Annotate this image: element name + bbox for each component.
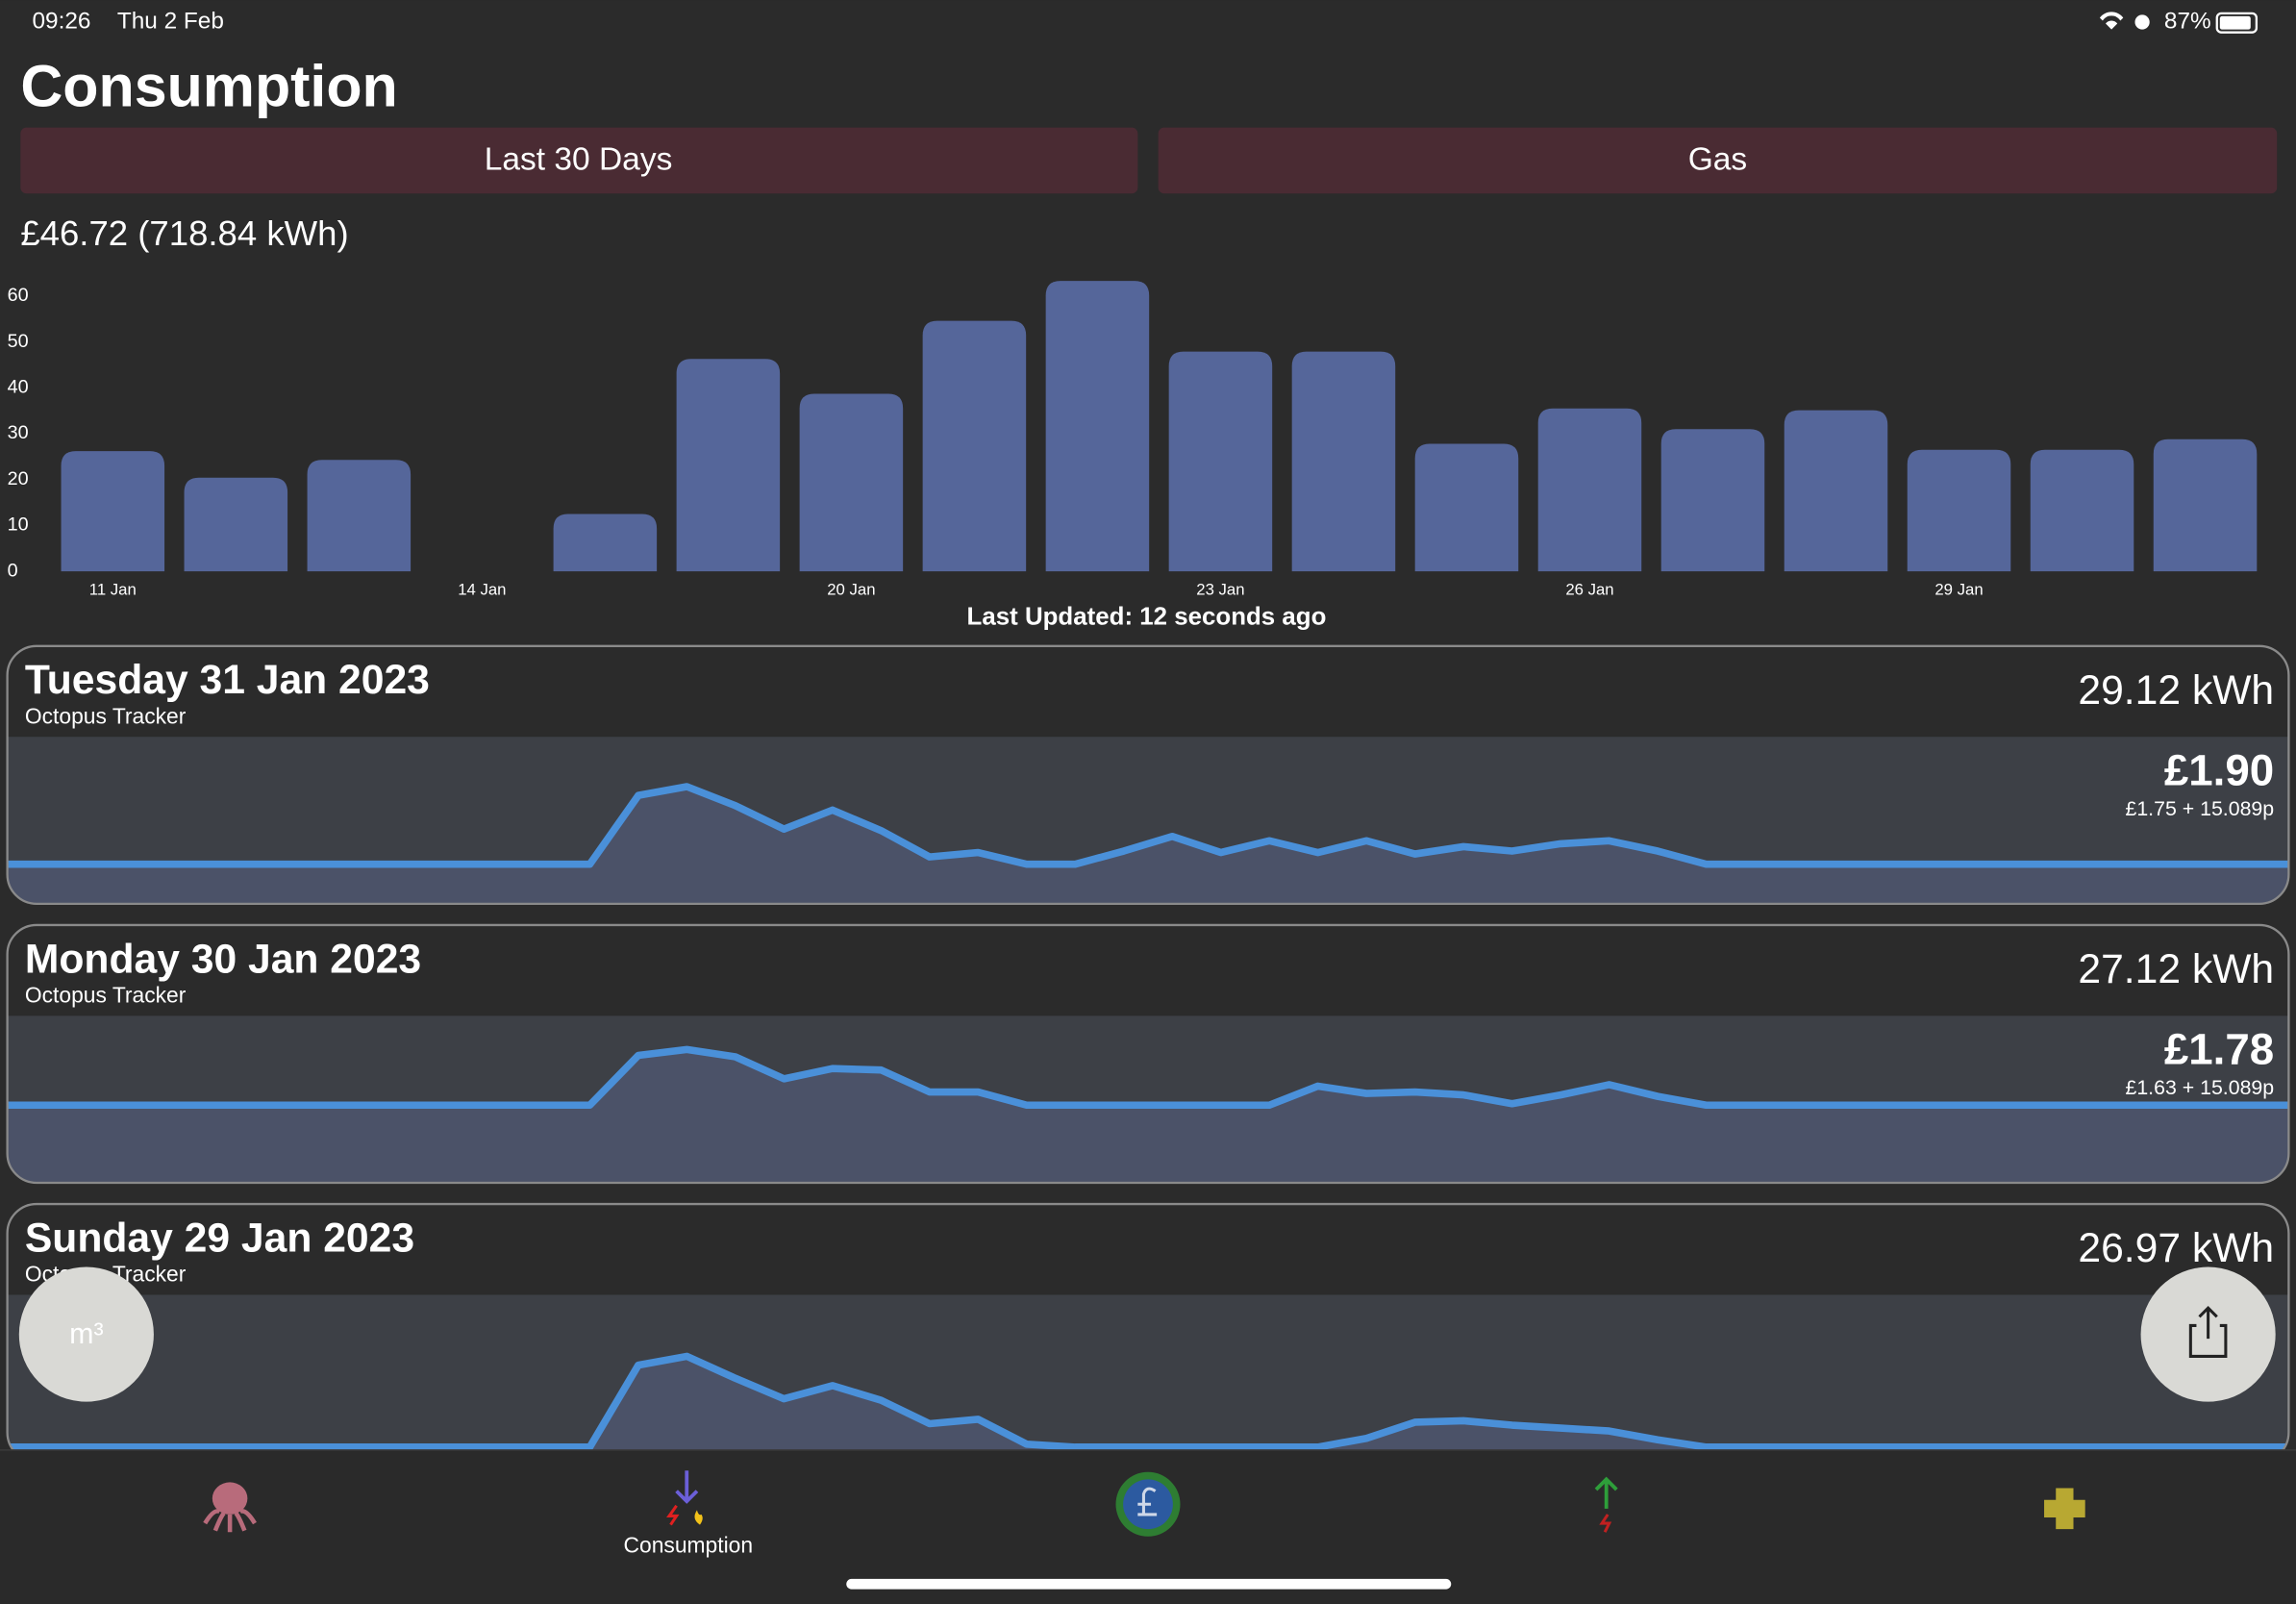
tariff-name: Octopus Tracker bbox=[25, 703, 187, 728]
tab-octopus[interactable] bbox=[203, 1482, 257, 1533]
usage-area bbox=[7, 1049, 2289, 1183]
y-tick-label: 20 bbox=[8, 468, 29, 489]
tab-bar: Consumption bbox=[0, 1449, 2296, 1604]
home-indicator bbox=[846, 1578, 1452, 1590]
bar bbox=[1660, 429, 1765, 572]
card-chart bbox=[7, 1294, 2289, 1463]
bar bbox=[1291, 351, 1396, 572]
y-tick-label: 0 bbox=[8, 560, 18, 581]
x-tick-label: 14 Jan bbox=[458, 580, 506, 598]
day-date: Sunday 29 Jan 2023 bbox=[25, 1215, 414, 1261]
x-tick-label: 23 Jan bbox=[1196, 580, 1244, 598]
tab-export[interactable] bbox=[1594, 1476, 1618, 1533]
tab-more[interactable] bbox=[2044, 1488, 2085, 1530]
usage-line bbox=[7, 1045, 2289, 1110]
cost-breakdown: £1.63 + 15.089p bbox=[2125, 1076, 2274, 1099]
tariff-name: Octopus Tracker bbox=[25, 983, 187, 1008]
status-date: Thu 2 Feb bbox=[117, 8, 224, 34]
bar bbox=[307, 460, 412, 572]
tab-prices[interactable] bbox=[1115, 1471, 1181, 1537]
summary: £46.72 (718.84 kWh) bbox=[20, 213, 348, 253]
day-usage: 26.97 kWh bbox=[2078, 1225, 2274, 1271]
cost-breakdown: £1.75 + 15.089p bbox=[2125, 797, 2274, 820]
status-time: 09:26 bbox=[33, 8, 91, 34]
usage-line bbox=[7, 783, 2289, 868]
y-tick-label: 30 bbox=[8, 422, 29, 443]
x-tick-label: 20 Jan bbox=[827, 580, 875, 598]
y-tick-label: 50 bbox=[8, 331, 29, 352]
card-border bbox=[6, 644, 2290, 905]
card-border bbox=[6, 923, 2290, 1185]
bar bbox=[184, 477, 288, 572]
period-button[interactable] bbox=[20, 127, 1138, 194]
bar bbox=[799, 393, 904, 572]
bar bbox=[676, 359, 781, 572]
card-chart bbox=[7, 1015, 2289, 1183]
share-button[interactable] bbox=[2140, 1266, 2276, 1402]
fuel-button[interactable] bbox=[1158, 127, 2278, 194]
bar-chart: 0 10 20 30 40 50 60 11 Jan 14 Jan 20 Jan 23 Jan 26 … bbox=[8, 281, 2258, 598]
tab-label: Consumption bbox=[624, 1532, 754, 1557]
bar bbox=[922, 320, 1027, 572]
usage-line bbox=[7, 1352, 2289, 1451]
bar bbox=[1414, 443, 1519, 572]
bar bbox=[1537, 408, 1642, 572]
bar bbox=[1045, 281, 1150, 572]
unit-button[interactable]: m³ bbox=[18, 1266, 154, 1402]
day-date: Monday 30 Jan 2023 bbox=[25, 936, 421, 982]
bar bbox=[1168, 351, 1273, 572]
page-title: Consumption bbox=[20, 54, 397, 119]
x-tick-label: 26 Jan bbox=[1565, 580, 1613, 598]
bar bbox=[1784, 410, 1888, 572]
battery-level: 87% bbox=[2164, 8, 2211, 34]
day-usage: 27.12 kWh bbox=[2078, 946, 2274, 992]
bar bbox=[61, 451, 165, 572]
period-label: Last 30 Days bbox=[485, 142, 673, 178]
bar bbox=[2030, 449, 2134, 572]
chart-background bbox=[7, 1294, 2289, 1463]
x-tick-label: 11 Jan bbox=[89, 580, 137, 598]
y-tick-label: 40 bbox=[8, 377, 29, 398]
x-tick-label: 29 Jan bbox=[1934, 580, 1983, 598]
day-cost: £1.90 bbox=[2164, 745, 2274, 794]
y-tick-label: 60 bbox=[8, 285, 29, 306]
day-date: Tuesday 31 Jan 2023 bbox=[25, 657, 430, 703]
status-icons bbox=[2099, 12, 2259, 34]
last-updated: Last Updated: 12 seconds ago bbox=[967, 604, 1327, 631]
bar bbox=[553, 514, 658, 572]
day-usage: 29.12 kWh bbox=[2078, 667, 2274, 714]
y-tick-label: 10 bbox=[8, 514, 29, 536]
bar bbox=[2153, 439, 2258, 572]
tab-consumption[interactable] bbox=[666, 1470, 703, 1526]
fuel-label: Gas bbox=[1688, 142, 1747, 178]
card-chart bbox=[7, 737, 2289, 904]
bar bbox=[1907, 449, 2011, 572]
day-cost: £1.78 bbox=[2164, 1024, 2274, 1073]
unit-button-label: m³ bbox=[69, 1317, 104, 1350]
